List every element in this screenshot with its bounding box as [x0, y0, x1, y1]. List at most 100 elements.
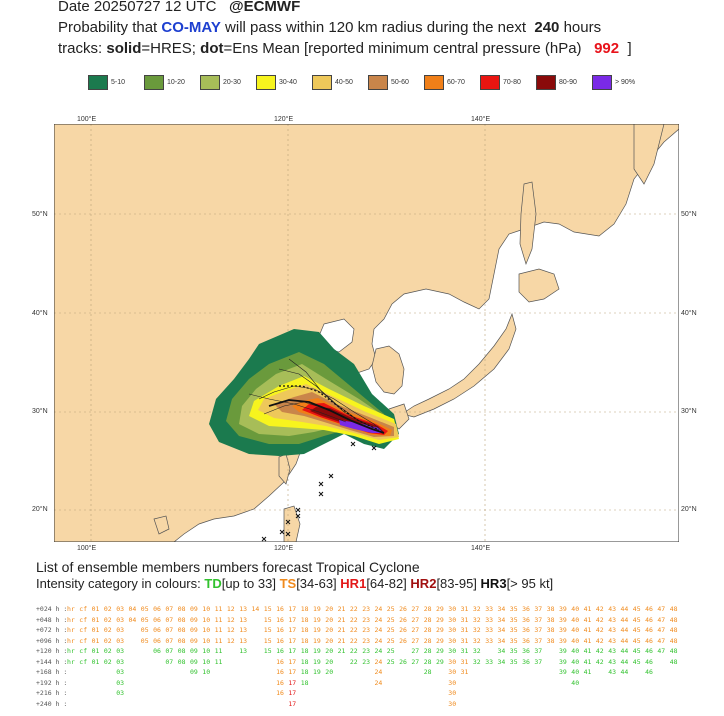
ensemble-member: 15 — [263, 636, 272, 645]
lat-label: 20°N — [681, 506, 697, 513]
ensemble-member: 45 — [632, 657, 641, 666]
ensemble-member: 47 — [657, 636, 666, 645]
ensemble-member: 06 — [153, 647, 161, 655]
ensemble-member: 13 — [239, 605, 248, 613]
ensemble-member: hr — [67, 647, 75, 655]
ensemble-member: 35 — [509, 636, 518, 645]
ensemble-title: List of ensemble members numbers forecas… — [36, 559, 420, 575]
ensemble-member: hr — [67, 605, 75, 613]
ensemble-member: 04 — [128, 615, 137, 624]
ensemble-member: 30 — [448, 657, 457, 666]
ensemble-member: 42 — [595, 626, 604, 634]
japan-hokkaido — [518, 268, 560, 303]
hainan — [153, 515, 170, 535]
ensemble-member: 05 — [140, 605, 149, 613]
hr3-label: HR3 — [480, 576, 507, 591]
ensemble-member: 17 — [288, 657, 297, 666]
ensemble-member: 10 — [202, 626, 211, 634]
ensemble-row: +168 h : 03 09 10 16 17 18 19 20 24 28 30 31 39 40 41 43… — [36, 667, 696, 678]
ensemble-member: 14 — [251, 605, 260, 613]
ensemble-member: 31 — [460, 647, 469, 655]
ensemble-member: 30 — [448, 678, 457, 687]
lon-label: 140°E — [471, 116, 491, 123]
ensemble-member: 07 — [165, 636, 174, 645]
ensemble-member: 28 — [423, 615, 432, 624]
ensemble-member: 03 — [116, 689, 125, 697]
ensemble-member: 16 — [276, 647, 284, 655]
ensemble-member: 48 — [669, 636, 678, 645]
ensemble-member: 41 — [583, 615, 592, 624]
ensemble-member: 08 — [177, 615, 186, 624]
ensemble-member: 17 — [288, 678, 297, 687]
legend-item: 80-90 — [536, 74, 577, 90]
ensemble-member: 36 — [522, 605, 530, 613]
ensemble-member: 41 — [583, 626, 592, 634]
ensemble-member: 17 — [288, 699, 297, 708]
ensemble-member: 29 — [436, 615, 444, 624]
ensemble-member: 18 — [300, 636, 309, 645]
solid-word: solid — [106, 40, 142, 57]
ensemble-member: 17 — [288, 605, 297, 613]
ensemble-member: 09 — [190, 668, 198, 676]
ensemble-member: 40 — [571, 615, 580, 624]
ensemble-member: 43 — [608, 636, 617, 645]
legend-swatch — [312, 74, 332, 90]
legend-label: 40-50 — [335, 78, 353, 86]
ensemble-member: 19 — [313, 657, 321, 666]
ensemble-member: 31 — [460, 636, 469, 645]
ensemble-member: 30 — [448, 699, 457, 708]
ensemble-member: 20 — [325, 668, 334, 676]
ensemble-member: 07 — [165, 615, 174, 624]
ensemble-member: 02 — [103, 657, 112, 666]
ensemble-row-label: +168 h : — [36, 668, 68, 676]
ensemble-member: 08 — [177, 647, 186, 655]
ensemble-member: 06 — [153, 636, 161, 645]
ensemble-member: 38 — [546, 636, 555, 645]
ensemble-member: 48 — [669, 647, 678, 655]
ensemble-member: 42 — [595, 657, 604, 666]
ensemble-member: 18 — [300, 668, 309, 676]
ensemble-member: 09 — [190, 626, 198, 634]
ensemble-member: 20 — [325, 615, 334, 624]
japan-honshu — [401, 312, 517, 418]
ensemble-member: 16 — [276, 626, 284, 634]
ensemble-member: 02 — [103, 636, 112, 645]
legend-item: > 90% — [592, 74, 635, 90]
ensemble-member: 34 — [497, 615, 506, 624]
ensemble-row: +072 h : hr cf 01 02 03 05 06 07 08 09 10 11 12 13 15 16… — [36, 625, 696, 636]
ensemble-member: cf — [79, 605, 88, 613]
ensemble-member: 44 — [620, 615, 629, 624]
ensemble-member: 37 — [534, 626, 543, 634]
ensemble-member: 03 — [116, 636, 125, 645]
ensemble-member: 25 — [386, 647, 395, 655]
ensemble-member: 48 — [669, 657, 678, 666]
ensemble-member: 24 — [374, 605, 383, 613]
ensemble-member: 34 — [497, 636, 506, 645]
ensemble-member: 40 — [571, 647, 580, 655]
ensemble-member: 35 — [509, 657, 518, 666]
ensemble-member: 30 — [448, 647, 457, 655]
ensemble-member: 26 — [399, 615, 407, 624]
ensemble-member: 40 — [571, 636, 580, 645]
ensemble-member: 23 — [362, 626, 371, 634]
ensemble-member: hr — [67, 636, 75, 645]
legend-swatch — [480, 74, 500, 90]
legend-swatch — [368, 74, 388, 90]
ensemble-member: 16 — [276, 615, 284, 624]
ensemble-member: 08 — [177, 626, 186, 634]
ensemble-member: 37 — [534, 605, 543, 613]
legend-label: > 90% — [615, 78, 636, 86]
ensemble-member: 02 — [103, 626, 112, 634]
ensemble-member: 19 — [313, 615, 321, 624]
ensemble-member: 37 — [534, 647, 543, 655]
lat-label: 20°N — [32, 506, 48, 513]
ensemble-member: 10 — [202, 636, 211, 645]
ensemble-member: 43 — [608, 626, 617, 634]
ensemble-member: 47 — [657, 626, 666, 634]
ensemble-member: 37 — [534, 615, 543, 624]
ensemble-row: +192 h : 03 16 17 18 24 30 40 — [36, 678, 696, 689]
ensemble-member: 10 — [202, 657, 211, 666]
ensemble-member: 45 — [632, 636, 641, 645]
track-probability-map — [54, 124, 679, 542]
ensemble-member: 20 — [325, 657, 334, 666]
